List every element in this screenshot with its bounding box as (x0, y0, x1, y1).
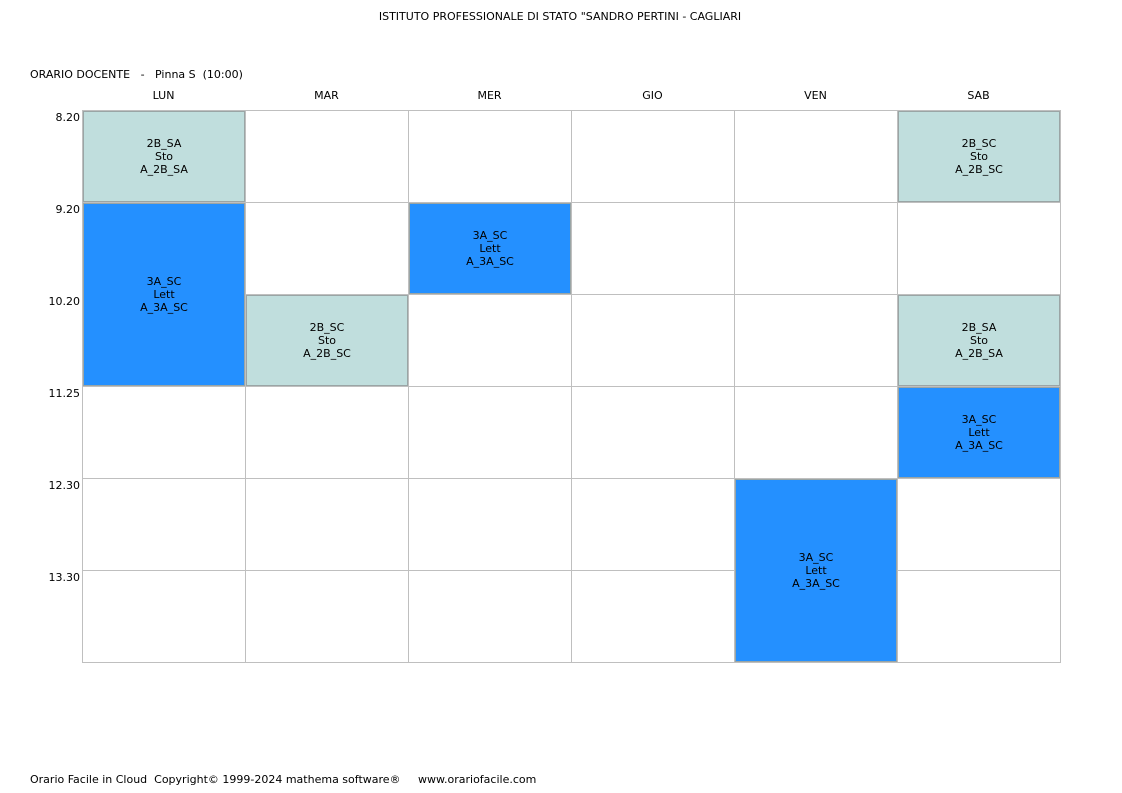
teacher-schedule-subtitle: ORARIO DOCENTE - Pinna S (10:00) (30, 68, 243, 81)
lesson-class: 3A_SC (472, 229, 508, 242)
lesson-class: 3A_SC (798, 551, 834, 564)
timetable-cell (408, 110, 572, 203)
timetable-cell (734, 202, 898, 295)
timetable-cell (82, 478, 246, 571)
lesson-room: A_2B_SA (955, 347, 1003, 360)
timetable-cell (734, 294, 898, 387)
footer-copyright: Orario Facile in Cloud Copyright© 1999-2… (30, 773, 537, 786)
lesson-block[interactable]: 2B_SC Sto A_2B_SC (246, 295, 408, 386)
timetable-cell (245, 478, 409, 571)
lesson-class: 3A_SC (146, 275, 182, 288)
lesson-class: 2B_SA (961, 321, 997, 334)
lesson-subject: Sto (154, 150, 174, 163)
lesson-room: A_3A_SC (466, 255, 514, 268)
timetable-cell (571, 386, 735, 479)
timetable-cell (897, 478, 1061, 571)
lesson-room: A_2B_SC (955, 163, 1003, 176)
day-header-ven: VEN (804, 89, 827, 102)
lesson-block[interactable]: 3A_SC Lett A_3A_SC (735, 479, 897, 662)
lesson-class: 2B_SA (146, 137, 182, 150)
lesson-room: A_3A_SC (955, 439, 1003, 452)
timetable-cell (734, 110, 898, 203)
timetable-cell (897, 202, 1061, 295)
school-title: ISTITUTO PROFESSIONALE DI STATO "SANDRO … (378, 10, 742, 23)
lesson-subject: Lett (479, 242, 501, 255)
timetable-cell (571, 202, 735, 295)
day-header-mar: MAR (314, 89, 339, 102)
lesson-subject: Sto (969, 150, 989, 163)
timetable-cell (408, 478, 572, 571)
time-label: 10.20 (48, 295, 81, 308)
time-label: 13.30 (48, 571, 81, 584)
timetable-cell (734, 386, 898, 479)
timetable-cell (408, 386, 572, 479)
timetable-cell (571, 570, 735, 663)
lesson-room: A_2B_SA (140, 163, 188, 176)
lesson-class: 2B_SC (961, 137, 997, 150)
lesson-room: A_3A_SC (140, 301, 188, 314)
lesson-block[interactable]: 2B_SA Sto A_2B_SA (898, 295, 1060, 386)
lesson-block[interactable]: 2B_SC Sto A_2B_SC (898, 111, 1060, 202)
lesson-block[interactable]: 2B_SA Sto A_2B_SA (83, 111, 245, 202)
lesson-subject: Sto (317, 334, 337, 347)
lesson-block[interactable]: 3A_SC Lett A_3A_SC (83, 203, 245, 386)
lesson-subject: Lett (805, 564, 827, 577)
lesson-class: 3A_SC (961, 413, 997, 426)
lesson-room: A_2B_SC (303, 347, 351, 360)
time-label: 11.25 (48, 387, 81, 400)
timetable-cell (245, 386, 409, 479)
time-label: 9.20 (55, 203, 81, 216)
lesson-subject: Lett (153, 288, 175, 301)
timetable-cell (571, 110, 735, 203)
lesson-subject: Lett (968, 426, 990, 439)
timetable-cell (82, 570, 246, 663)
lesson-class: 2B_SC (309, 321, 345, 334)
day-header-sab: SAB (967, 89, 990, 102)
timetable-cell (571, 478, 735, 571)
timetable-cell (245, 570, 409, 663)
lesson-block[interactable]: 3A_SC Lett A_3A_SC (409, 203, 571, 294)
time-label: 8.20 (55, 111, 81, 124)
lesson-room: A_3A_SC (792, 577, 840, 590)
day-header-gio: GIO (642, 89, 663, 102)
timetable-cell (571, 294, 735, 387)
timetable-cell (897, 570, 1061, 663)
lesson-subject: Sto (969, 334, 989, 347)
time-label: 12.30 (48, 479, 81, 492)
day-header-lun: LUN (152, 89, 175, 102)
timetable-cell (82, 386, 246, 479)
day-header-mer: MER (477, 89, 502, 102)
timetable-cell (245, 110, 409, 203)
timetable-cell (408, 294, 572, 387)
timetable-cell (245, 202, 409, 295)
timetable-cell (408, 570, 572, 663)
lesson-block[interactable]: 3A_SC Lett A_3A_SC (898, 387, 1060, 478)
